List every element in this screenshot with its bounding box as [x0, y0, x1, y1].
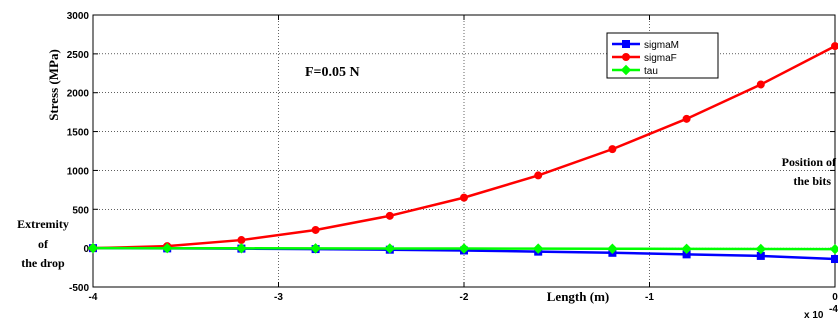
- x-tick-label: -1: [645, 292, 654, 303]
- series-tau-point: [458, 243, 470, 254]
- y-tick-label: 0: [83, 244, 89, 255]
- extremity-label-line3: the drop: [21, 256, 65, 270]
- series-sigmaf-point: [460, 193, 468, 202]
- legend-sigmam-marker: [622, 40, 630, 48]
- position-label-line2: the bits: [793, 174, 831, 188]
- legend-tau-marker: [620, 64, 632, 76]
- series-sigmam-point: [831, 255, 838, 264]
- series-tau-point: [755, 243, 767, 255]
- y-tick-label: 500: [72, 205, 89, 216]
- y-tick-label: 3000: [67, 11, 90, 22]
- series-sigmaf-point: [237, 236, 246, 245]
- series-sigmaf-point: [311, 225, 320, 234]
- series-tau-point: [310, 243, 321, 254]
- series-tau-point: [532, 243, 544, 254]
- x-tick-label: -3: [274, 292, 283, 303]
- legend-sigmaf-label: sigmaF: [644, 53, 677, 64]
- axes-layer: -500 0 500 1000 1500 2000 2500 3000 -4 -3 -2 -1 0: [67, 11, 838, 303]
- series-sigmaf-point: [831, 42, 838, 51]
- legend-sigmam-label: sigmaM: [644, 40, 679, 51]
- series-sigmaf-point: [756, 80, 765, 89]
- x-tick-label: 0: [832, 292, 838, 303]
- series-sigmaf-point: [608, 145, 617, 154]
- series-sigmaf-point: [534, 171, 543, 180]
- y-tick-label: 2500: [67, 50, 90, 61]
- force-annotation: F=0.05 N: [305, 65, 360, 80]
- series-layer: [87, 42, 838, 264]
- extremity-label-line2: of: [38, 237, 49, 251]
- y-tick-label: 2000: [67, 89, 90, 100]
- y-tick-label: -500: [69, 283, 89, 294]
- series-tau-point: [607, 243, 618, 254]
- series-sigmaf-point: [682, 114, 691, 123]
- series-tau-point: [681, 243, 692, 255]
- x-exponent-label: x 10: [804, 310, 824, 321]
- position-label-line1: Position of: [782, 155, 837, 169]
- x-exponent-power: -4: [829, 304, 838, 315]
- legend-sigmaf-marker: [622, 53, 630, 61]
- series-tau-point: [161, 243, 173, 254]
- legend-tau-label: tau: [644, 66, 658, 77]
- x-axis-label: Length (m): [547, 289, 609, 304]
- x-tick-label: -2: [460, 292, 469, 303]
- series-tau-point: [87, 242, 99, 254]
- series-tau-point: [829, 243, 838, 255]
- legend: sigmaM sigmaF tau: [606, 32, 719, 79]
- y-axis-label: Stress (MPa): [46, 49, 61, 121]
- y-tick-label: 1500: [67, 128, 90, 139]
- extremity-label-line1: Extremity: [17, 217, 69, 231]
- x-tick-label: -4: [89, 292, 98, 303]
- series-tau-point: [384, 243, 396, 254]
- series-sigmaf-point: [385, 211, 394, 220]
- y-tick-label: 1000: [67, 166, 90, 177]
- series-tau-point: [236, 243, 247, 254]
